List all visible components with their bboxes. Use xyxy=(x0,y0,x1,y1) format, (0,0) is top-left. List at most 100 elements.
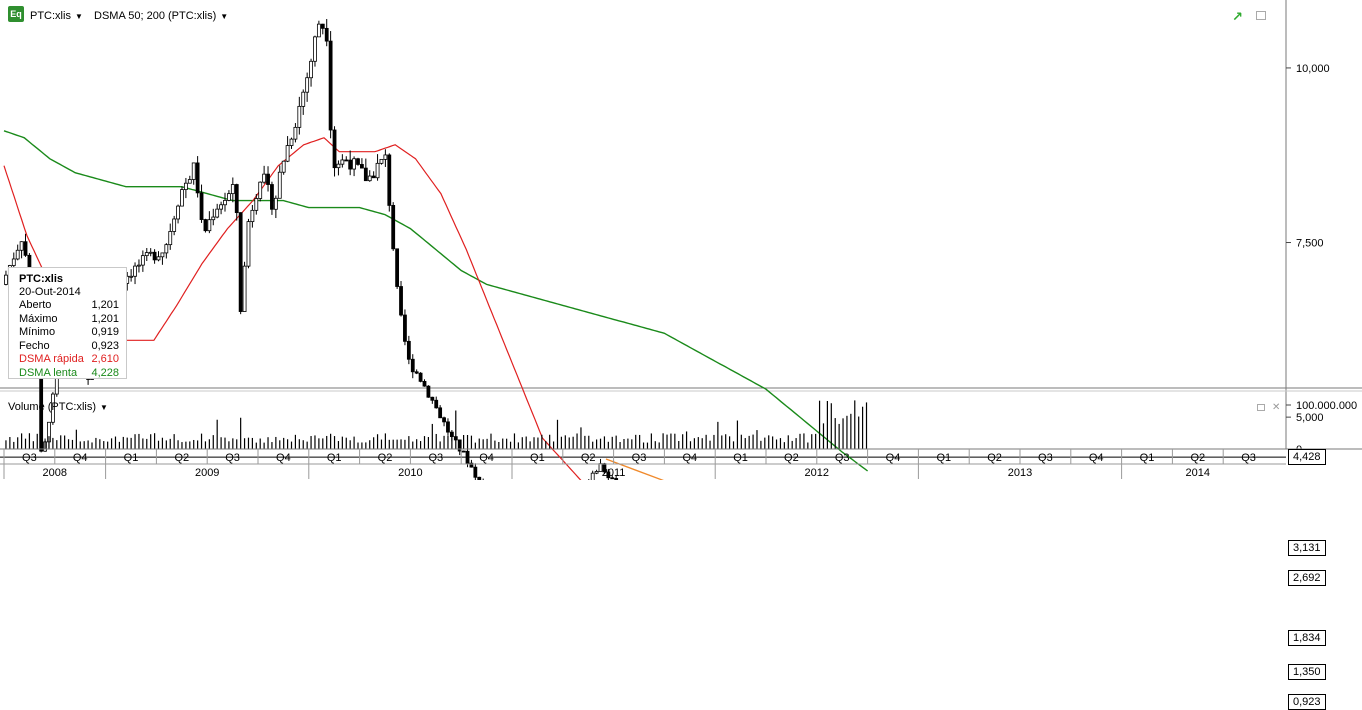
quarter-label: Q3 xyxy=(1241,452,1256,464)
slow-ma-layer xyxy=(3,130,869,472)
price-tag: 3,131 xyxy=(1288,539,1326,556)
price-tag: 0,923 xyxy=(1288,693,1326,710)
candle-body xyxy=(277,171,282,199)
info-row-label: Mínimo xyxy=(19,326,56,338)
candle-body xyxy=(328,40,333,131)
candle-body xyxy=(270,184,274,210)
candle-body xyxy=(305,77,310,93)
close-icon[interactable]: ✕ xyxy=(1272,402,1281,413)
trend-icon[interactable]: ↗ xyxy=(1232,9,1243,24)
chevron-down-icon: ▼ xyxy=(74,12,83,21)
year-label: 2009 xyxy=(195,467,219,479)
quarter-label: Q4 xyxy=(1089,452,1104,464)
candle-body xyxy=(371,175,376,179)
quarter-label: Q4 xyxy=(886,452,901,464)
candle-body xyxy=(363,167,368,182)
candle-body xyxy=(137,264,141,267)
candle-body xyxy=(594,471,599,474)
symbol-label: PTC:xlis xyxy=(30,10,71,22)
candle-body xyxy=(422,380,427,387)
candle-body xyxy=(426,385,431,398)
candle-body xyxy=(273,197,278,210)
candle-body xyxy=(360,164,364,169)
candle-body xyxy=(336,163,341,169)
candle-body xyxy=(227,193,231,201)
info-row-value: 1,201 xyxy=(91,312,119,325)
info-row-label: Aberto xyxy=(19,299,52,311)
quarter-label: Q2 xyxy=(174,452,189,464)
symbol-dropdown[interactable]: PTC:xlis ▼ xyxy=(30,10,83,22)
candle-body xyxy=(258,181,263,199)
indicator-dropdown[interactable]: DSMA 50; 200 (PTC:xlis) ▼ xyxy=(94,10,228,22)
year-label: 2014 xyxy=(1186,467,1210,479)
quarter-label: Q3 xyxy=(632,452,647,464)
candle-body xyxy=(352,158,356,170)
candle-body xyxy=(15,249,20,260)
candle-body xyxy=(610,477,615,480)
candle-body xyxy=(434,399,439,409)
candle-body xyxy=(606,471,611,479)
info-row-value: 1,201 xyxy=(91,299,119,311)
price-grid xyxy=(0,0,1362,449)
chevron-down-icon: ▼ xyxy=(100,403,108,412)
info-row-label: Fecho xyxy=(19,339,50,352)
quarter-label: Q1 xyxy=(124,452,139,464)
candle-body xyxy=(176,205,180,220)
price-tag: 1,834 xyxy=(1288,630,1326,647)
candle-body xyxy=(301,91,306,107)
candle-body xyxy=(289,138,294,146)
quarter-label: Q1 xyxy=(733,452,748,464)
candle-body xyxy=(375,162,380,179)
candle-body xyxy=(356,158,360,165)
candle-body xyxy=(430,396,435,401)
info-row: Máximo 1,201 xyxy=(19,313,119,325)
candle-body xyxy=(223,199,227,206)
candle-body xyxy=(152,251,157,261)
candle-body xyxy=(442,417,446,423)
info-row: Mínimo 0,919 xyxy=(19,326,119,338)
candle-body xyxy=(614,478,619,480)
candle-body xyxy=(230,184,235,195)
quarter-label: Q1 xyxy=(327,452,342,464)
quarter-label: Q4 xyxy=(479,452,494,464)
info-row-value: 0,919 xyxy=(91,326,119,338)
ohlc-info-box: PTC:xlis 20-Out-2014 Aberto 1,201 Máximo 1,… xyxy=(8,267,127,379)
candle-body xyxy=(148,251,153,254)
candle-body xyxy=(215,208,220,218)
candle-body xyxy=(219,204,223,210)
candle-body xyxy=(211,216,216,221)
y-tick-label: 10,000 xyxy=(1296,63,1330,75)
info-row-value: 0,923 xyxy=(91,339,119,352)
candle-body xyxy=(199,192,204,220)
quarter-label: Q3 xyxy=(22,452,37,464)
candle-body xyxy=(281,160,286,173)
candle-body xyxy=(348,159,353,170)
chart-toolbar: Eq PTC:xlis ▼ DSMA 50; 200 (PTC:xlis) ▼ ↗ xyxy=(0,0,1290,24)
info-date: 20-Out-2014 xyxy=(19,286,81,298)
year-label: 2011 xyxy=(602,467,626,479)
candle-body xyxy=(160,252,165,258)
candle-body xyxy=(473,466,478,478)
candle-body xyxy=(254,198,259,211)
candle-body xyxy=(403,314,407,342)
candle-body xyxy=(297,105,302,128)
window-icon[interactable] xyxy=(1257,404,1265,411)
candle-body xyxy=(140,255,145,266)
candle-body xyxy=(203,219,208,232)
candle-body xyxy=(207,219,212,232)
candle-body xyxy=(590,472,595,480)
window-icon[interactable] xyxy=(1256,11,1266,20)
candle-body xyxy=(410,358,415,373)
candle-body xyxy=(180,189,184,207)
quarter-label: Q1 xyxy=(530,452,545,464)
candle-body xyxy=(309,60,313,79)
info-row: Fecho 0,923 xyxy=(19,340,119,352)
candle-body xyxy=(324,27,329,42)
volume-dropdown[interactable]: Volume (PTC:xlis) ▼ xyxy=(8,401,108,413)
quarter-label: Q4 xyxy=(276,452,291,464)
quarter-label: Q2 xyxy=(1190,452,1205,464)
candle-body xyxy=(23,241,28,256)
candle-body xyxy=(262,173,267,183)
candle-body xyxy=(4,274,8,285)
quarter-label: Q1 xyxy=(1140,452,1155,464)
